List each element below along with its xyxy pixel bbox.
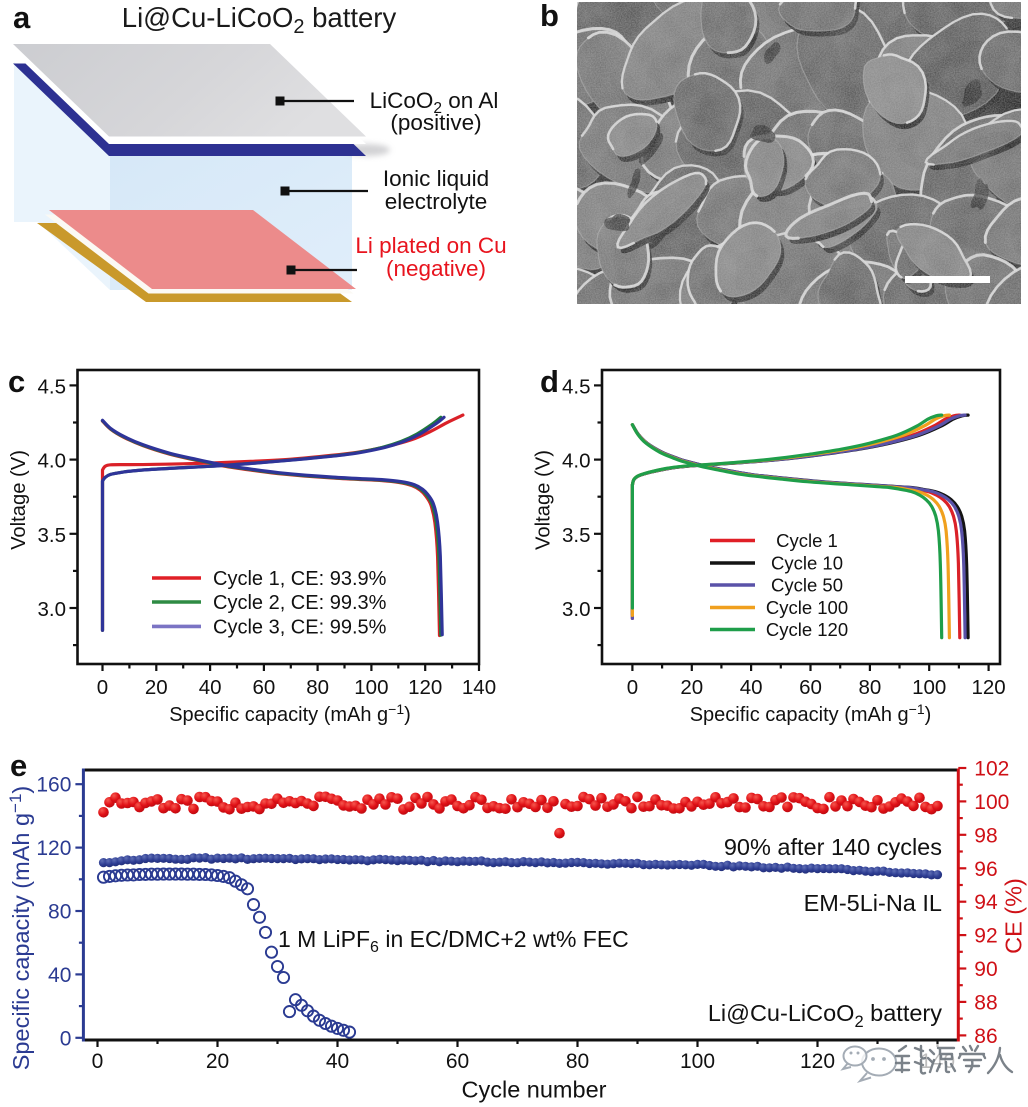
- svg-text:Cycle 50: Cycle 50: [771, 575, 843, 596]
- svg-text:Cycle 100: Cycle 100: [766, 597, 848, 618]
- svg-text:CE (%): CE (%): [1001, 878, 1027, 954]
- svg-text:86: 86: [974, 1025, 997, 1048]
- svg-text:Cycle 120: Cycle 120: [766, 619, 848, 640]
- svg-text:4.5: 4.5: [562, 375, 591, 398]
- svg-text:40: 40: [740, 676, 763, 699]
- svg-text:Specific capacity (mAh g−1): Specific capacity (mAh g−1): [690, 701, 932, 726]
- svg-text:3.5: 3.5: [562, 524, 591, 547]
- svg-text:Cycle 10: Cycle 10: [771, 553, 843, 574]
- svg-text:0: 0: [92, 1050, 104, 1073]
- svg-text:160: 160: [36, 774, 71, 797]
- svg-text:120: 120: [408, 676, 442, 699]
- svg-text:20: 20: [145, 676, 168, 699]
- svg-text:102: 102: [974, 758, 1009, 781]
- svg-text:Voltage (V): Voltage (V): [8, 450, 30, 550]
- svg-text:4.0: 4.0: [562, 450, 591, 473]
- svg-text:60: 60: [446, 1050, 469, 1073]
- svg-text:Cycle 3, CE: 99.5%: Cycle 3, CE: 99.5%: [213, 616, 387, 638]
- svg-text:Specific capacity (mAh g−1): Specific capacity (mAh g−1): [169, 701, 411, 726]
- svg-text:4.0: 4.0: [38, 450, 67, 473]
- svg-text:a: a: [13, 0, 31, 35]
- svg-text:92: 92: [974, 925, 997, 948]
- svg-text:Li@Cu-LiCoO2 battery: Li@Cu-LiCoO2 battery: [708, 1000, 942, 1031]
- svg-text:3.0: 3.0: [38, 598, 67, 621]
- svg-text:0: 0: [97, 676, 108, 699]
- svg-text:3.0: 3.0: [562, 598, 591, 621]
- svg-text:120: 120: [971, 676, 1005, 699]
- svg-text:c: c: [8, 364, 25, 399]
- svg-text:Li plated on Cu: Li plated on Cu: [355, 233, 506, 258]
- svg-text:(negative): (negative): [386, 256, 486, 281]
- svg-text:0: 0: [627, 676, 638, 699]
- svg-text:Voltage (V): Voltage (V): [532, 450, 554, 550]
- svg-text:Cycle number: Cycle number: [462, 1077, 607, 1103]
- svg-text:Ionic liquid: Ionic liquid: [383, 166, 489, 191]
- svg-text:100: 100: [974, 791, 1009, 814]
- svg-text:90% after 140 cycles: 90% after 140 cycles: [724, 834, 942, 860]
- svg-text:40: 40: [199, 676, 222, 699]
- svg-text:40: 40: [326, 1050, 349, 1073]
- svg-text:1 M LiPF6 in EC/DMC+2 wt% FEC: 1 M LiPF6 in EC/DMC+2 wt% FEC: [278, 926, 629, 956]
- svg-text:100: 100: [680, 1050, 715, 1073]
- svg-text:120: 120: [800, 1050, 835, 1073]
- svg-text:Cycle 1: Cycle 1: [776, 530, 838, 551]
- svg-text:90: 90: [974, 958, 997, 981]
- svg-text:Li@Cu-LiCoO2 battery: Li@Cu-LiCoO2 battery: [122, 2, 397, 38]
- svg-text:140: 140: [462, 676, 496, 699]
- svg-text:Specific capacity (mAh g−1): Specific capacity (mAh g−1): [6, 786, 34, 1071]
- svg-text:20: 20: [680, 676, 703, 699]
- svg-text:b: b: [540, 0, 559, 33]
- svg-text:88: 88: [974, 991, 997, 1014]
- svg-text:40: 40: [48, 964, 71, 987]
- svg-text:3.5: 3.5: [38, 524, 67, 547]
- svg-text:20: 20: [206, 1050, 229, 1073]
- svg-text:80: 80: [566, 1050, 589, 1073]
- svg-text:d: d: [540, 364, 559, 399]
- svg-text:98: 98: [974, 824, 997, 847]
- svg-text:100: 100: [912, 676, 946, 699]
- svg-text:120: 120: [36, 837, 71, 860]
- svg-text:96: 96: [974, 858, 997, 881]
- svg-text:80: 80: [48, 901, 71, 924]
- svg-text:(positive): (positive): [390, 110, 481, 135]
- svg-text:electrolyte: electrolyte: [385, 189, 488, 214]
- svg-text:EM-5Li-Na IL: EM-5Li-Na IL: [804, 890, 942, 916]
- svg-text:60: 60: [799, 676, 822, 699]
- svg-text:Cycle 1, CE: 93.9%: Cycle 1, CE: 93.9%: [213, 568, 387, 590]
- svg-text:4.5: 4.5: [38, 375, 67, 398]
- svg-text:e: e: [10, 748, 27, 783]
- svg-text:80: 80: [858, 676, 881, 699]
- svg-text:LiCoO2 on Al: LiCoO2 on Al: [370, 88, 499, 117]
- svg-text:94: 94: [974, 891, 998, 914]
- svg-text:80: 80: [306, 676, 329, 699]
- svg-text:60: 60: [252, 676, 275, 699]
- svg-text:100: 100: [354, 676, 388, 699]
- svg-text:0: 0: [60, 1027, 72, 1050]
- svg-text:Cycle 2, CE: 99.3%: Cycle 2, CE: 99.3%: [213, 592, 387, 614]
